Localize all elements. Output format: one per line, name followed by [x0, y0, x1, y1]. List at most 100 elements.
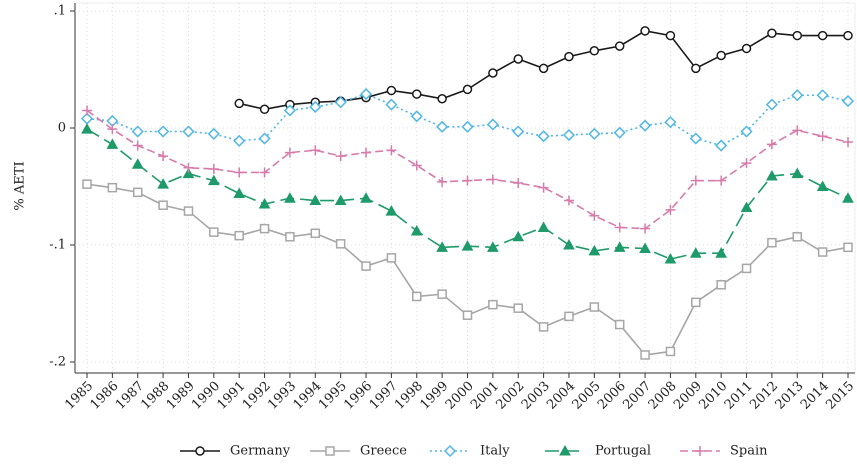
x-tick-label: 2012: [747, 379, 781, 413]
data-point: [843, 137, 853, 148]
legend-label: Germany: [230, 444, 291, 459]
x-tick-label: 1994: [291, 379, 325, 413]
data-point: [792, 232, 803, 242]
data-point: [537, 221, 550, 232]
data-point: [716, 50, 726, 61]
data-point: [487, 241, 499, 252]
data-point: [131, 158, 144, 169]
data-point: [259, 104, 270, 115]
x-tick-label: 2013: [773, 379, 807, 413]
legend-marker: [443, 444, 457, 458]
data-point: [436, 120, 449, 133]
data-point: [386, 253, 397, 263]
data-point: [234, 230, 244, 241]
data-point: [791, 167, 804, 179]
data-point: [767, 28, 777, 38]
data-point: [766, 139, 777, 150]
data-point: [639, 242, 651, 254]
data-point: [131, 125, 144, 138]
data-point: [436, 241, 448, 252]
data-point: [689, 247, 702, 258]
data-point: [284, 147, 295, 158]
data-point: [588, 244, 601, 256]
legend-marker: [559, 444, 571, 456]
data-point: [285, 232, 295, 242]
data-point: [538, 182, 549, 193]
data-point: [158, 200, 168, 210]
data-point: [234, 98, 244, 109]
data-point: [309, 100, 322, 114]
x-tick-label: 2009: [671, 379, 705, 413]
data-point: [512, 230, 525, 242]
data-point: [461, 120, 474, 133]
data-point: [310, 145, 321, 156]
data-point: [614, 319, 625, 330]
x-tick-label: 1988: [138, 379, 172, 413]
data-point: [562, 128, 576, 142]
data-point: [664, 253, 677, 264]
data-point: [258, 198, 271, 209]
data-point: [310, 228, 321, 239]
data-point: [741, 158, 752, 169]
data-point: [157, 125, 170, 138]
data-point: [791, 89, 804, 102]
data-point: [360, 192, 372, 203]
legend-label: Italy: [480, 444, 510, 459]
data-point: [82, 105, 92, 116]
data-point: [691, 297, 701, 308]
x-tick-label: 1990: [189, 379, 223, 413]
data-point: [157, 178, 169, 189]
data-point: [613, 241, 626, 252]
x-tick-label: 2004: [544, 379, 578, 413]
data-point: [461, 240, 474, 251]
data-point: [207, 174, 220, 186]
data-point: [716, 175, 727, 186]
data-point: [715, 247, 728, 258]
data-point: [412, 291, 422, 302]
data-point: [283, 104, 296, 117]
data-point: [513, 177, 524, 188]
data-point: [334, 96, 347, 109]
data-point: [538, 322, 549, 332]
data-point: [614, 222, 625, 233]
data-point: [690, 175, 701, 186]
data-point: [233, 187, 246, 199]
data-point: [537, 130, 550, 143]
data-point: [182, 167, 195, 179]
x-tick-label: 2003: [519, 379, 553, 413]
data-point: [842, 192, 854, 203]
data-point: [258, 132, 271, 145]
data-point: [386, 85, 397, 96]
data-point: [284, 192, 296, 203]
data-point: [665, 204, 676, 215]
legend-marker: [695, 446, 705, 456]
data-point: [183, 206, 194, 216]
data-point: [107, 182, 118, 193]
x-tick-label: 2002: [494, 379, 528, 413]
data-point: [538, 63, 549, 74]
data-point: [488, 68, 498, 78]
x-tick-label: 1985: [62, 379, 96, 413]
y-tick-label: 0: [58, 121, 66, 136]
data-point: [81, 123, 93, 134]
data-point: [843, 242, 853, 253]
legend-marker: [325, 446, 335, 456]
data-point: [437, 94, 447, 104]
x-tick-label: 2011: [722, 379, 756, 413]
data-point: [817, 30, 828, 41]
legend-marker: [195, 446, 205, 456]
legend-label: Greece: [360, 444, 407, 459]
x-tick-label: 1986: [88, 379, 122, 413]
data-point: [309, 194, 322, 206]
x-tick-label: 1996: [341, 379, 375, 413]
data-point: [740, 125, 753, 138]
data-point: [335, 239, 346, 249]
legend-label: Spain: [730, 444, 768, 459]
x-tick-label: 2010: [696, 379, 730, 413]
data-point: [563, 238, 575, 250]
data-point: [614, 41, 625, 51]
y-tick-label: .1: [54, 4, 66, 19]
data-point: [564, 51, 574, 62]
